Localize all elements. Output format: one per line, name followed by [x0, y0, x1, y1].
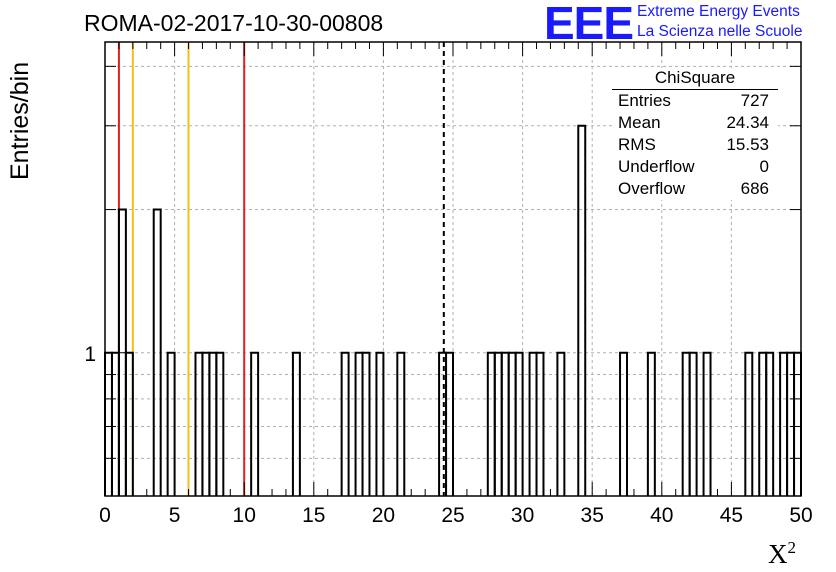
x-tick-label: 0 [99, 504, 111, 527]
histogram-bin [577, 124, 587, 496]
x-tick-label: 45 [720, 504, 743, 527]
histogram-bin [375, 351, 385, 496]
stats-row: Overflow 686 [612, 178, 778, 200]
histogram-bin [556, 351, 566, 496]
x-tick-label: 5 [169, 504, 181, 527]
x-axis-label-exponent: 2 [787, 538, 797, 557]
histogram-bin [124, 351, 134, 496]
x-axis-label: X2 [768, 538, 796, 570]
histogram-bin [445, 351, 454, 496]
stats-label: Underflow [618, 157, 695, 176]
histogram-bin [646, 351, 656, 496]
stats-rows: Entries 727 Mean 24.34 RMS 15.53 Underflow 0 Ove… [612, 90, 778, 200]
histogram-bin [744, 351, 754, 496]
histogram-bin [765, 351, 775, 496]
stats-row: Mean 24.34 [612, 112, 778, 134]
x-tick-label: 25 [441, 504, 464, 527]
stats-row: RMS 15.53 [612, 134, 778, 156]
histogram-bin [619, 351, 628, 496]
stats-value: 0 [759, 157, 769, 176]
stats-value: 686 [740, 179, 769, 198]
x-tick-label: 15 [302, 504, 325, 527]
stats-value: 15.53 [726, 135, 769, 154]
histogram-bin [396, 351, 406, 496]
x-tick-label: 35 [581, 504, 604, 527]
run-title: ROMA-02-2017-10-30-00808 [84, 10, 384, 36]
stats-label: Overflow [618, 179, 686, 198]
logo-mark: EEE [544, 0, 634, 49]
stats-value: 727 [740, 91, 769, 110]
x-axis-label-base: X [768, 539, 788, 569]
stats-title: ChiSquare [612, 68, 778, 90]
histogram-bin [535, 351, 545, 496]
stats-box: ChiSquare Entries 727 Mean 24.34 RMS 15.53 Und… [612, 68, 778, 200]
x-tick-label: 50 [789, 504, 812, 527]
x-tick-label: 30 [511, 504, 534, 527]
histogram-bin [291, 351, 301, 496]
x-tick-label: 10 [233, 504, 256, 527]
x-tick-label: 20 [372, 504, 395, 527]
histogram-bin [688, 351, 698, 496]
histogram-bin [702, 351, 712, 496]
x-tick-label: 40 [650, 504, 673, 527]
histogram-bin [215, 351, 225, 496]
histogram-bin [340, 351, 350, 496]
histogram-bin [250, 351, 260, 496]
histogram-bin [361, 351, 371, 496]
histogram-bin [152, 208, 162, 496]
stats-row: Entries 727 [612, 90, 778, 112]
stats-label: RMS [618, 135, 656, 154]
logo-line2: La Scienza nelle Scuole [637, 23, 803, 40]
stats-value: 24.34 [726, 113, 769, 132]
histogram-bin [166, 351, 176, 496]
stats-row: Underflow 0 [612, 156, 778, 178]
histogram-bin [514, 351, 524, 496]
y-tick-label: 1 [84, 343, 96, 366]
y-axis-label: Entries/bin [6, 61, 34, 180]
eee-logo: EEE Extreme Energy Events La Scienza nel… [540, 0, 836, 49]
stats-label: Entries [618, 91, 671, 110]
logo-line1: Extreme Energy Events [637, 3, 800, 20]
stats-label: Mean [618, 113, 661, 132]
